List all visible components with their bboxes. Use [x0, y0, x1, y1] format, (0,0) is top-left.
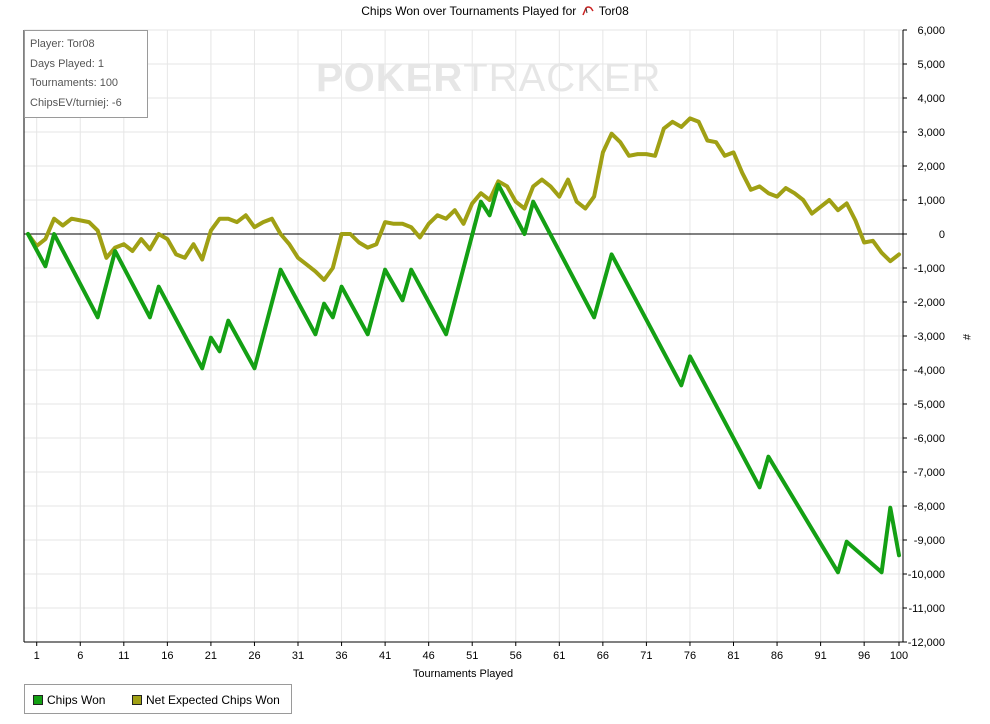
- x-tick-label: 81: [727, 650, 739, 662]
- chart-title: Chips Won over Tournaments Played for To…: [0, 4, 990, 18]
- legend-swatch-chips-won: [33, 695, 43, 705]
- series-line-net-expected: [26, 116, 901, 282]
- player-info-box: Player: Tor08 Days Played: 1 Tournaments…: [24, 30, 148, 118]
- y-tick-label: -4,000: [914, 365, 945, 377]
- info-days-played: Days Played: 1: [30, 57, 104, 70]
- y-axis-label: #: [960, 334, 972, 341]
- grid-layer: [24, 29, 903, 643]
- y-tick-label: 6,000: [917, 25, 945, 37]
- chart-title-text: Chips Won over Tournaments Played for: [361, 4, 577, 18]
- y-tick-label: -8,000: [914, 501, 945, 513]
- x-tick-label: 6: [77, 650, 83, 662]
- x-tick-label: 21: [205, 650, 217, 662]
- y-tick-label: -2,000: [914, 297, 945, 309]
- y-tick-label: -9,000: [914, 535, 945, 547]
- y-tick-label: -1,000: [914, 263, 945, 275]
- x-tick-label: 16: [161, 650, 173, 662]
- x-tick-label: 61: [553, 650, 565, 662]
- info-chipsev: ChipsEV/turniej: -6: [30, 96, 122, 109]
- x-tick-label: 46: [423, 650, 435, 662]
- x-tick-label: 96: [858, 650, 870, 662]
- y-tick-label: 1,000: [917, 195, 945, 207]
- y-tick-label: 2,000: [917, 161, 945, 173]
- y-tick-label: -7,000: [914, 467, 945, 479]
- x-tick-label: 1: [34, 650, 40, 662]
- x-tick-label: 31: [292, 650, 304, 662]
- x-tick-label: 41: [379, 650, 391, 662]
- x-axis-label: Tournaments Played: [413, 668, 513, 680]
- y-tick-label: 3,000: [917, 127, 945, 139]
- x-tick-label: 76: [684, 650, 696, 662]
- series-layer: [26, 116, 901, 575]
- x-tick-label: 71: [640, 650, 652, 662]
- y-tick-label: 5,000: [917, 59, 945, 71]
- x-tick-label: 86: [771, 650, 783, 662]
- y-tick-label: -6,000: [914, 433, 945, 445]
- y-tick-label: 0: [939, 229, 945, 241]
- info-player: Player: Tor08: [30, 38, 95, 50]
- legend-label-chips-won: Chips Won: [47, 693, 106, 707]
- legend-label-net-expected: Net Expected Chips Won: [146, 693, 280, 707]
- tick-labels: 6,000 5,000 4,000 3,000 2,000 1,000 0 -1,000 -2,…: [34, 25, 945, 662]
- x-tick-label: 11: [118, 650, 129, 662]
- chart-legend: Chips Won Net Expected Chips Won: [24, 684, 292, 714]
- x-tick-label: 100: [890, 650, 908, 662]
- x-tick-label: 51: [466, 650, 478, 662]
- x-tick-label: 56: [510, 650, 522, 662]
- axis-layer: [23, 29, 907, 646]
- x-tick-label: 91: [814, 650, 826, 662]
- chart-title-player: Tor08: [598, 4, 629, 18]
- y-tick-label: -3,000: [914, 331, 945, 343]
- x-tick-label: 66: [597, 650, 609, 662]
- pokertracker-watermark-logo: POKERTRACKER: [316, 56, 662, 100]
- y-tick-label: -12,000: [908, 637, 945, 649]
- legend-item-chips-won[interactable]: Chips Won: [33, 693, 105, 707]
- legend-swatch-net-expected: [132, 695, 142, 705]
- legend-item-net-expected[interactable]: Net Expected Chips Won: [132, 693, 280, 707]
- x-tick-label: 26: [248, 650, 260, 662]
- y-tick-label: -10,000: [908, 569, 945, 581]
- x-tick-label: 36: [335, 650, 347, 662]
- series-line-chips-won: [26, 182, 901, 575]
- y-tick-label: -5,000: [914, 399, 945, 411]
- y-tick-label: 4,000: [917, 93, 945, 105]
- info-tournaments: Tournaments: 100: [30, 77, 119, 89]
- y-tick-label: -11,000: [909, 603, 946, 615]
- player-site-icon: [581, 6, 594, 16]
